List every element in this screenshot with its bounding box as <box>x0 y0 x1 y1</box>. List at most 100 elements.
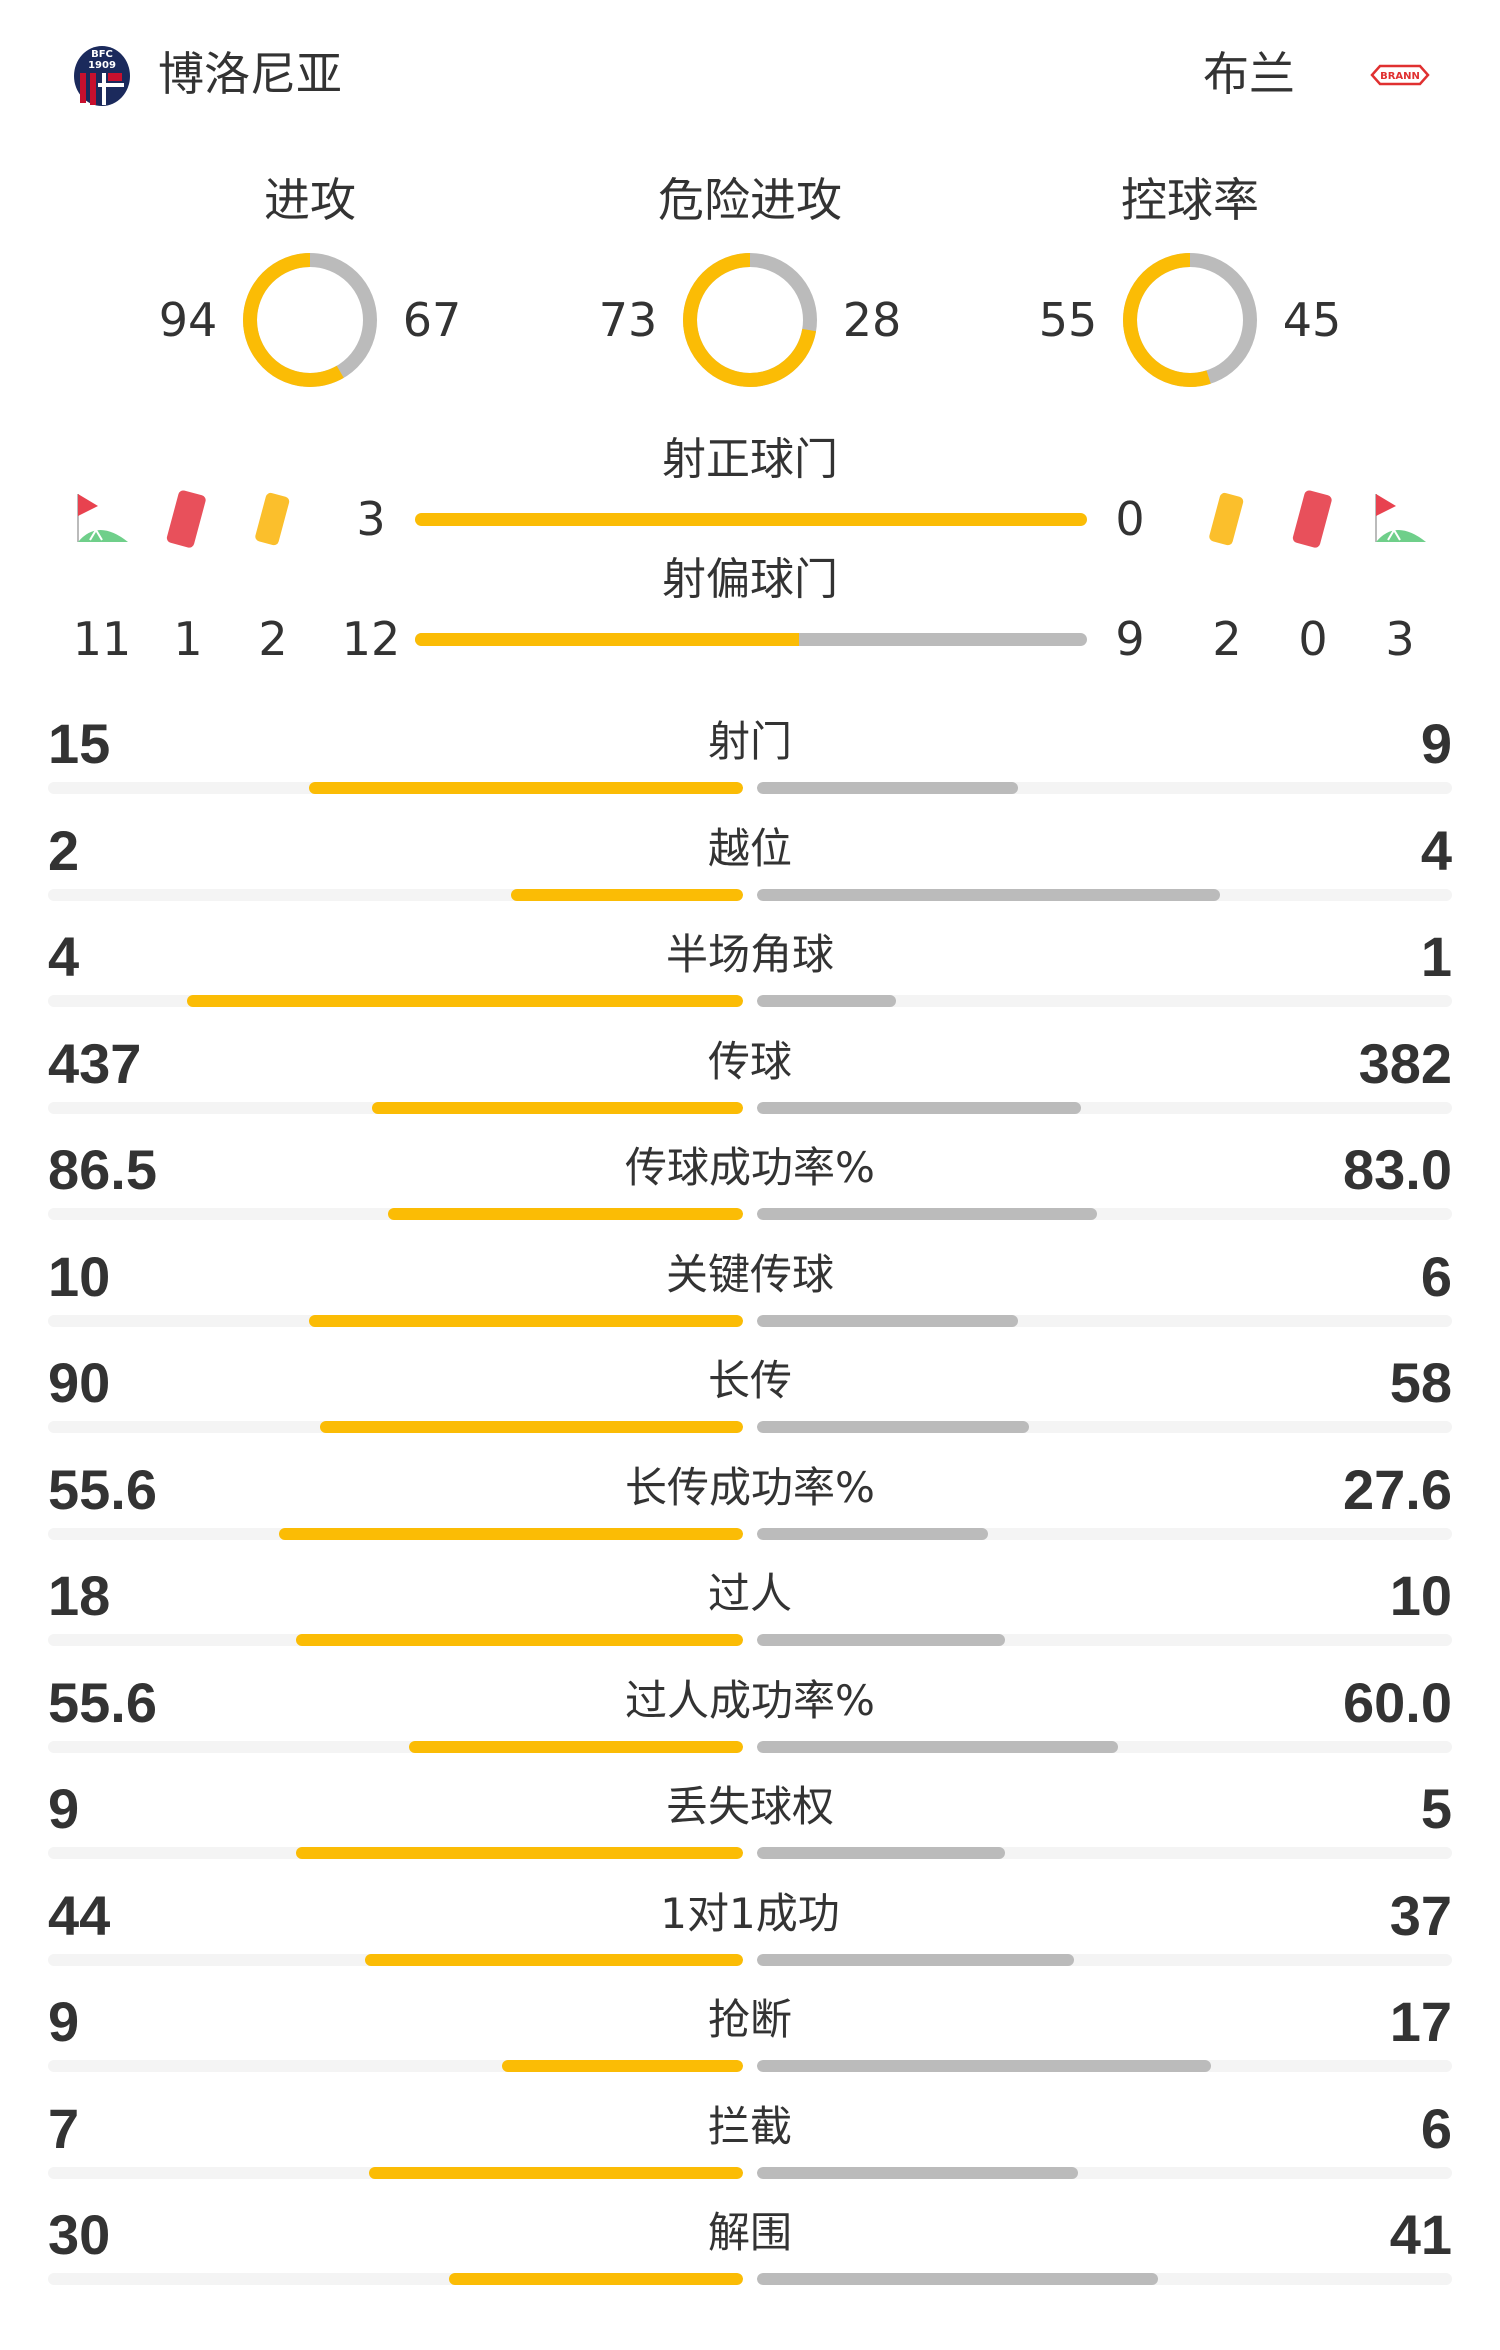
stat-label: 长传成功率% <box>625 1462 875 1512</box>
stat-row: 55.6 长传成功率% 27.6 <box>48 1458 1452 1564</box>
stat-home-bar <box>388 1208 743 1220</box>
donut-away-value: 28 <box>842 293 902 347</box>
stat-home-value: 437 <box>48 1031 142 1095</box>
away-shots-off-target: 9 <box>1115 612 1145 666</box>
stat-label: 丢失球权 <box>665 1782 834 1831</box>
stat-row: 2 越位 4 <box>48 819 1452 925</box>
stat-home-bar <box>278 1527 743 1540</box>
stat-away-value: 58 <box>1389 1351 1452 1414</box>
donut-chart <box>683 253 817 387</box>
stat-row: 55.6 过人成功率% 60.0 <box>48 1671 1452 1777</box>
away-team-name: 布兰 <box>1203 47 1295 101</box>
stat-home-bar <box>296 1634 743 1646</box>
stat-away-bar <box>757 1101 1082 1114</box>
stat-away-value: 10 <box>1389 1564 1452 1627</box>
corner-flag-icon <box>1374 492 1426 546</box>
stat-away-bar <box>757 2273 1159 2285</box>
stat-away-track <box>757 2060 1452 2072</box>
stat-home-value: 2 <box>48 818 80 882</box>
stat-away-value: 37 <box>1389 1883 1452 1947</box>
stat-away-track <box>757 1847 1452 1859</box>
away-team-logo: BRANN <box>1370 64 1430 86</box>
stat-away-value: 60.0 <box>1343 1670 1452 1734</box>
home-corners: 11 <box>72 612 132 666</box>
stat-home-track <box>48 1314 743 1327</box>
stat-away-bar <box>757 2166 1078 2179</box>
stat-home-track <box>48 1208 743 1220</box>
stat-label: 过人成功率% <box>625 1675 875 1725</box>
away-logo-text: BRANN <box>1380 71 1420 82</box>
stat-away-value: 41 <box>1389 2203 1452 2266</box>
stat-away-track <box>757 1527 1452 1540</box>
stat-label: 射门 <box>707 717 792 766</box>
donut-home-value: 55 <box>1038 293 1098 347</box>
home-team-name: 博洛尼亚 <box>158 47 342 101</box>
stat-away-track <box>757 2273 1452 2285</box>
stat-row: 15 射门 9 <box>48 712 1452 818</box>
stat-home-track <box>48 2060 743 2072</box>
home-shots-on-target: 3 <box>356 492 386 546</box>
stat-home-track <box>48 1634 743 1646</box>
stat-home-bar <box>320 1421 743 1433</box>
stat-label: 半场角球 <box>665 930 834 979</box>
stat-home-bar <box>449 2273 743 2285</box>
stat-home-track <box>48 1527 743 1540</box>
stat-away-track <box>757 1101 1452 1114</box>
stat-away-bar <box>757 1847 1006 1859</box>
stat-home-track <box>48 995 743 1007</box>
stat-home-value: 44 <box>48 1883 111 1947</box>
donut-home-value: 94 <box>158 293 218 347</box>
away-shots-on-target: 0 <box>1115 492 1145 546</box>
stat-label: 过人 <box>707 1569 792 1618</box>
corner-flag-icon <box>76 492 128 546</box>
stat-home-value: 90 <box>48 1351 111 1414</box>
stat-away-track <box>757 888 1452 901</box>
stat-label: 越位 <box>707 823 792 873</box>
donut-home-arc <box>1123 253 1257 387</box>
away-yellow-cards: 2 <box>1212 612 1242 666</box>
stat-away-track <box>757 782 1452 794</box>
stat-label: 长传 <box>707 1356 792 1405</box>
donut-title: 进攻 <box>264 173 356 227</box>
stat-home-track <box>48 782 743 794</box>
shots-off-target-home-fill <box>415 633 799 646</box>
stat-home-bar <box>365 1953 743 1966</box>
stat-home-track <box>48 2166 743 2179</box>
stat-home-bar <box>372 1101 743 1114</box>
stat-away-bar <box>757 1634 1006 1646</box>
stat-row: 30 解围 41 <box>48 2203 1452 2309</box>
stat-away-value: 83.0 <box>1343 1138 1452 1201</box>
stat-label: 传球 <box>707 1036 792 1086</box>
stat-home-value: 15 <box>48 712 111 775</box>
stat-away-bar <box>757 1740 1118 1753</box>
stat-away-track <box>757 2166 1452 2179</box>
stat-away-value: 4 <box>1420 818 1452 882</box>
stat-label: 1对1成功 <box>660 1888 840 1938</box>
donut-chart <box>243 253 377 387</box>
stat-away-bar <box>757 1953 1075 1966</box>
red-card-icon <box>1290 490 1334 548</box>
stat-home-track <box>48 1847 743 1859</box>
stat-home-track <box>48 1740 743 1753</box>
stat-row: 90 长传 58 <box>48 1351 1452 1457</box>
stat-home-track <box>48 1953 743 1966</box>
stat-row: 86.5 传球成功率% 83.0 <box>48 1138 1452 1244</box>
stat-away-track <box>757 995 1452 1007</box>
stat-home-track <box>48 888 743 901</box>
stat-label: 传球成功率% <box>625 1143 875 1192</box>
yellow-card-icon <box>1204 490 1248 546</box>
stat-away-bar <box>757 1314 1018 1327</box>
stat-away-bar <box>757 888 1221 901</box>
stat-away-value: 9 <box>1420 712 1452 775</box>
stat-away-value: 27.6 <box>1343 1457 1452 1521</box>
shots-on-target-title: 射正球门 <box>662 434 838 485</box>
donut-title: 危险进攻 <box>658 173 842 227</box>
away-red-cards: 0 <box>1298 612 1328 666</box>
stat-label: 解围 <box>707 2208 792 2257</box>
stat-home-bar <box>308 782 743 794</box>
stat-away-track <box>757 1314 1452 1327</box>
stat-home-bar <box>408 1740 743 1753</box>
home-team-logo: BFC 1909 <box>72 45 132 107</box>
donut-chart <box>1123 253 1257 387</box>
